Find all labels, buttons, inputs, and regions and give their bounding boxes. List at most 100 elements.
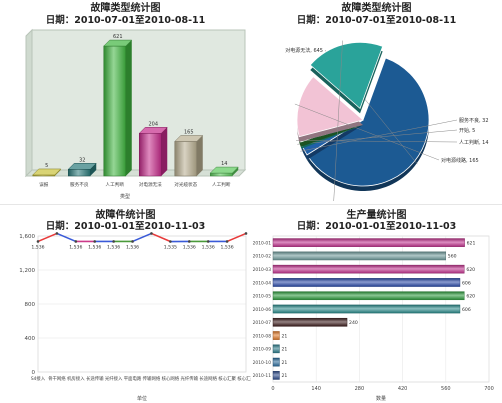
chart-subtitle: 日期：2010-01-01至2010-11-03 [296, 221, 457, 232]
category-label: 2010-11 [253, 373, 272, 379]
category-label: 2010-09 [253, 347, 272, 353]
chart-title: 故障类型统计图 [90, 3, 161, 14]
pie-slice-depth [300, 125, 363, 149]
category-label: 2010-10 [253, 360, 272, 366]
pie-leader-line [294, 103, 440, 161]
category-label: 光纤接入 [105, 375, 123, 382]
line-segment [56, 232, 77, 243]
x-tick-label: 560 [441, 386, 451, 392]
line-point [244, 232, 248, 235]
point-value-label: 1,536 [183, 244, 196, 250]
bar-value-label: 621 [113, 34, 123, 40]
y-tick-label: 1,200 [19, 268, 35, 274]
category-label: 2010-01 [253, 240, 272, 246]
line-segment [132, 232, 152, 243]
pie-leader-line [297, 129, 458, 145]
point-value-label: 1,536 [107, 244, 120, 250]
bar [272, 291, 465, 301]
pie-leader-line [333, 40, 343, 201]
bar [138, 133, 162, 177]
bar [272, 357, 280, 367]
plot-side-wall [25, 28, 33, 178]
x-tick-label: 700 [484, 386, 494, 392]
y-tick-label: 400 [25, 336, 36, 342]
pie-label: 对电源无法, 645 [285, 47, 323, 54]
pie-chart-svg: 对电源无法, 645 服务不良, 32 开始, 5 人工判断, 14 对电源线路, 16… [285, 40, 489, 201]
line-point [131, 240, 134, 243]
production-hbar-chart: 生产量统计图 日期：2010-01-01至2010-11-03 0 140 280 4… [251, 208, 502, 403]
fault-part-line-chart: 故障件统计图 日期：2010-01-01至2010-11-03 0 400 800 1… [0, 208, 251, 403]
x-axis-title: 数量 [376, 395, 386, 402]
plot-back-wall [31, 29, 246, 171]
bar-value-label: 21 [281, 373, 287, 379]
line-point [55, 232, 59, 235]
point-value-label: 1,536 [31, 244, 44, 250]
x-axis-title: 类型 [120, 193, 130, 200]
bar-value-label: 620 [466, 294, 475, 300]
fault-type-bar-chart: 故障类型统计图 日期：2010-07-01至2010-08-11 5 误报 32 服务… [0, 0, 251, 201]
category-label: 光纤传输 [180, 375, 198, 382]
category-label: 2010-02 [253, 254, 272, 260]
bar-value-label: 560 [448, 254, 457, 260]
category-label: 核心汇聚 [218, 375, 236, 382]
bar [272, 304, 461, 314]
line-point [206, 240, 210, 243]
category-label: 服务不良 [70, 181, 89, 188]
pie-label: 对电源线路, 165 [441, 157, 479, 164]
bar-value-label: 5 [45, 163, 48, 169]
x-tick-label: 280 [355, 386, 365, 392]
x-tick-label: 420 [398, 386, 408, 392]
bar [272, 264, 465, 274]
y-tick-label: 800 [25, 302, 36, 308]
point-value-label: 1,536 [221, 244, 234, 250]
point-value-label: 1,536 [69, 244, 82, 250]
bar-side [161, 127, 168, 176]
line-segment [151, 232, 171, 243]
chart-subtitle: 日期：2010-07-01至2010-08-11 [45, 15, 206, 26]
line-point [150, 232, 153, 235]
line-segment [37, 232, 58, 243]
category-label: 对电源无法 [139, 181, 162, 188]
bar [272, 331, 280, 340]
category-label: 长途网络 [199, 375, 217, 382]
bar-value-label: 21 [281, 360, 287, 366]
point-value-label: 1,535 [164, 245, 177, 251]
bar [272, 371, 280, 380]
category-label: 人工判断 [212, 181, 231, 188]
chart-subtitle: 日期：2010-01-01至2010-11-03 [45, 221, 206, 232]
point-value-label: 1,536 [88, 244, 101, 250]
pie-label: 开始, 5 [459, 127, 475, 134]
bar-side [125, 40, 132, 177]
category-label: 核心网络 [162, 375, 180, 382]
pie-label: 服务不良, 32 [459, 117, 489, 124]
pie-slice [296, 76, 364, 138]
x-axis-title: 单位 [137, 395, 147, 402]
category-label: 2010-03 [253, 267, 272, 273]
line-point [74, 240, 78, 243]
category-label: 2010-05 [253, 294, 272, 300]
bar [272, 344, 280, 354]
category-label: 骨干网络 [48, 375, 66, 382]
category-label: 平面电路 [124, 375, 142, 382]
bar [272, 317, 348, 327]
bar-value-label: 620 [466, 267, 475, 273]
bar-value-label: 606 [462, 307, 471, 313]
panel-divider [0, 204, 502, 205]
y-tick-label: 0 [32, 370, 36, 376]
line-chart-svg: 04008001,2001,6001,536S4接入1,630骨干网络1,536… [19, 232, 251, 402]
bar-side [196, 135, 203, 176]
bar-value-label: 204 [148, 121, 158, 127]
category-label: 人工判断 [106, 181, 125, 188]
point-value-label: 1,536 [202, 244, 215, 250]
pie-label: 人工判断, 14 [459, 139, 489, 146]
pie-slice-depth [301, 125, 363, 160]
bar [103, 45, 127, 177]
bar-top [103, 39, 133, 47]
line-point [93, 240, 97, 243]
line-segment [226, 232, 247, 243]
chart-title: 故障件统计图 [95, 210, 156, 221]
category-label: 核心汇聚 [237, 375, 251, 382]
x-tick-label: 140 [311, 386, 321, 392]
bar [272, 278, 461, 287]
